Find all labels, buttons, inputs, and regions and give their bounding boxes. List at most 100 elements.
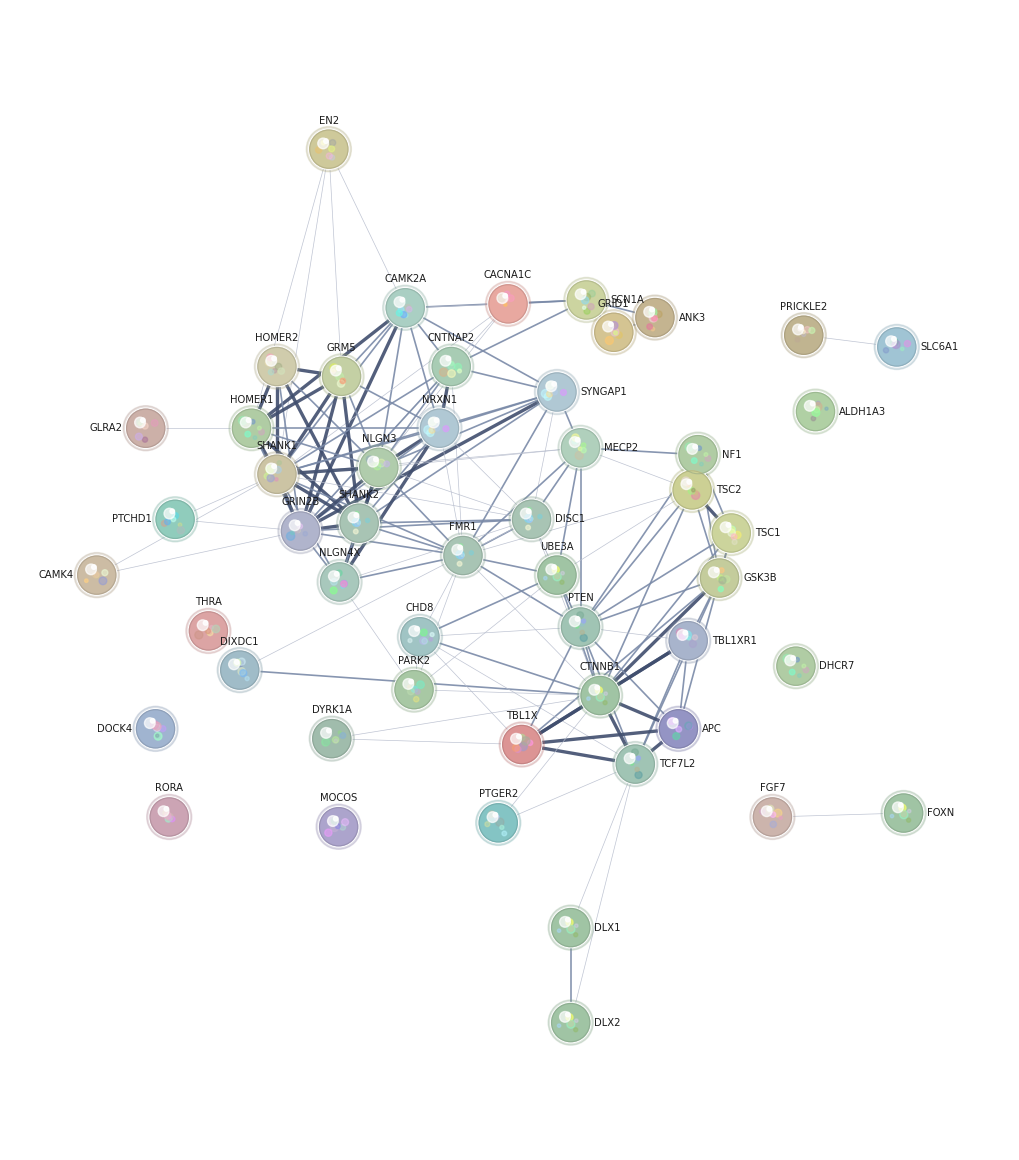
Circle shape: [137, 419, 143, 426]
Circle shape: [687, 479, 691, 484]
Circle shape: [197, 619, 208, 631]
Circle shape: [559, 607, 600, 647]
Circle shape: [147, 795, 192, 840]
Text: DYRK1A: DYRK1A: [312, 705, 352, 715]
Circle shape: [578, 447, 582, 450]
Circle shape: [594, 686, 599, 690]
Circle shape: [595, 687, 602, 694]
Circle shape: [543, 577, 546, 580]
Circle shape: [796, 392, 834, 430]
Circle shape: [488, 811, 494, 818]
Circle shape: [359, 448, 398, 487]
Circle shape: [160, 726, 166, 732]
Text: PARK2: PARK2: [397, 657, 430, 666]
Circle shape: [527, 740, 532, 746]
Circle shape: [393, 297, 405, 307]
Circle shape: [668, 622, 706, 660]
Circle shape: [272, 369, 276, 374]
Text: SCN1A: SCN1A: [609, 295, 643, 305]
Circle shape: [354, 529, 358, 534]
Circle shape: [569, 616, 580, 626]
Circle shape: [386, 289, 424, 327]
Circle shape: [393, 669, 434, 710]
Circle shape: [76, 554, 117, 595]
Circle shape: [399, 297, 405, 302]
Circle shape: [408, 638, 412, 643]
Circle shape: [373, 457, 378, 462]
Circle shape: [290, 530, 294, 535]
Circle shape: [323, 738, 330, 745]
Circle shape: [634, 297, 675, 338]
Circle shape: [228, 659, 239, 669]
Circle shape: [155, 499, 195, 539]
Circle shape: [582, 306, 585, 310]
Circle shape: [336, 501, 381, 545]
Circle shape: [257, 426, 261, 430]
Circle shape: [150, 718, 155, 723]
Circle shape: [145, 718, 155, 728]
Circle shape: [873, 325, 918, 370]
Circle shape: [333, 817, 337, 821]
Circle shape: [459, 553, 464, 559]
Circle shape: [324, 829, 331, 836]
Circle shape: [399, 617, 439, 657]
Circle shape: [573, 933, 577, 937]
Circle shape: [550, 1002, 590, 1043]
Circle shape: [691, 458, 696, 463]
Circle shape: [679, 435, 716, 473]
Circle shape: [368, 456, 378, 467]
Circle shape: [277, 508, 323, 553]
Circle shape: [286, 532, 294, 541]
Circle shape: [608, 322, 612, 326]
Circle shape: [328, 146, 334, 152]
Circle shape: [274, 466, 281, 473]
Text: CTNNB1: CTNNB1: [579, 662, 620, 672]
Circle shape: [310, 130, 347, 168]
Circle shape: [795, 392, 835, 432]
Circle shape: [602, 701, 606, 705]
Circle shape: [560, 608, 599, 646]
Text: HOMER2: HOMER2: [255, 333, 299, 343]
Circle shape: [161, 521, 167, 527]
Circle shape: [220, 651, 259, 689]
Text: MOCOS: MOCOS: [320, 793, 357, 803]
Circle shape: [419, 637, 426, 644]
Circle shape: [329, 155, 334, 160]
Circle shape: [521, 737, 530, 745]
Circle shape: [797, 327, 801, 331]
Circle shape: [676, 629, 684, 637]
Circle shape: [634, 757, 639, 763]
Circle shape: [551, 566, 558, 573]
Circle shape: [126, 409, 165, 448]
Text: CAMK4: CAMK4: [38, 570, 73, 580]
Text: APC: APC: [701, 724, 721, 734]
Circle shape: [686, 443, 697, 455]
Circle shape: [329, 139, 335, 146]
Circle shape: [400, 312, 407, 318]
Circle shape: [237, 668, 246, 675]
Circle shape: [165, 813, 173, 821]
Circle shape: [400, 617, 438, 655]
Circle shape: [567, 926, 575, 934]
Circle shape: [524, 514, 532, 522]
Circle shape: [769, 821, 775, 827]
Circle shape: [665, 618, 710, 664]
Circle shape: [258, 455, 296, 493]
Circle shape: [636, 756, 640, 760]
Circle shape: [366, 456, 373, 463]
Circle shape: [587, 304, 593, 310]
Circle shape: [502, 293, 507, 298]
Circle shape: [766, 806, 771, 811]
Circle shape: [783, 654, 791, 662]
Circle shape: [769, 812, 775, 818]
Text: ANK3: ANK3: [678, 312, 705, 322]
Circle shape: [321, 140, 325, 145]
Circle shape: [153, 724, 160, 731]
Circle shape: [803, 327, 810, 333]
Circle shape: [264, 473, 270, 479]
Circle shape: [139, 421, 144, 426]
Circle shape: [339, 378, 345, 384]
Circle shape: [603, 691, 607, 695]
Circle shape: [568, 926, 573, 931]
Circle shape: [259, 429, 264, 435]
